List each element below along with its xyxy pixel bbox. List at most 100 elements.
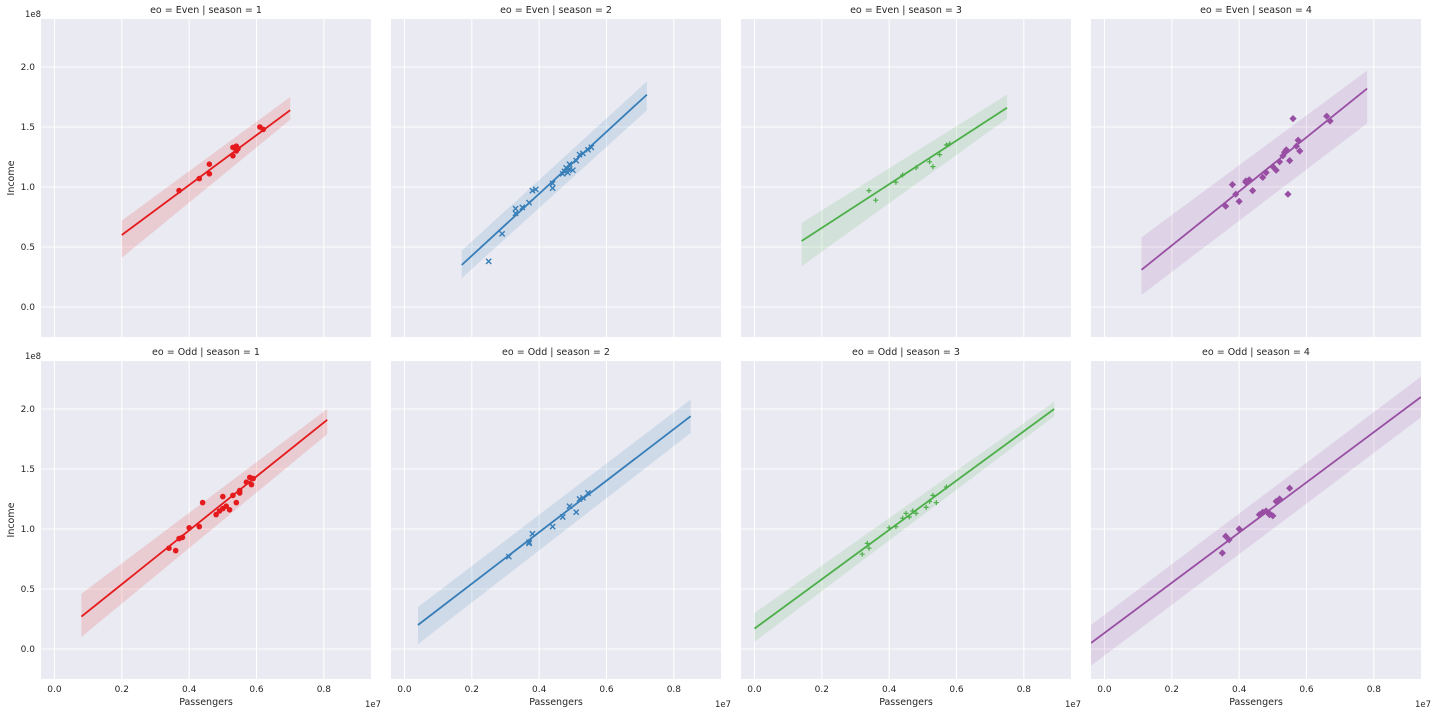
panel-title: eo = Odd | season = 4	[1202, 347, 1310, 358]
panel-title: eo = Even | season = 3	[850, 5, 962, 16]
panel-even-season-4: eo = Even | season = 4	[1091, 5, 1421, 337]
data-point	[866, 188, 872, 194]
x-tick-label: 0.0	[47, 685, 62, 695]
plot-area	[741, 361, 1071, 679]
data-point	[1275, 158, 1284, 166]
data-point	[893, 524, 899, 530]
data-point	[859, 551, 865, 557]
data-point	[166, 545, 172, 551]
x-offset-text: 1e7	[1065, 700, 1081, 710]
data-point	[1235, 525, 1243, 533]
data-point	[937, 152, 943, 158]
x-tick-label: 0.0	[397, 685, 412, 695]
panel-odd-season-3: eo = Odd | season = 3 0.0 0.2 0.4 0.6 0.8 Pass…	[741, 347, 1081, 710]
panel-title: eo = Odd | season = 3	[852, 347, 960, 358]
data-point	[1292, 142, 1301, 150]
data-point	[1232, 190, 1240, 198]
data-point	[512, 205, 519, 212]
data-point	[525, 540, 533, 547]
data-point	[186, 525, 192, 531]
confidence-band	[417, 399, 691, 645]
data-point	[549, 180, 556, 187]
x-tick-label: 0.8	[667, 685, 682, 695]
x-offset-text: 1e7	[365, 700, 381, 710]
data-point	[573, 509, 580, 516]
data-point	[485, 258, 492, 265]
data-point	[927, 159, 933, 165]
data-point	[864, 540, 870, 546]
plot-area	[41, 19, 371, 337]
confidence-band	[754, 401, 1055, 642]
x-tick-label: 0.6	[599, 685, 614, 695]
data-point	[873, 197, 879, 203]
data-point	[866, 545, 872, 551]
y-axis-label: Income	[6, 160, 17, 195]
data-point	[579, 150, 587, 157]
data-point	[913, 165, 919, 171]
y-tick-label: 1.0	[21, 183, 36, 193]
data-point	[930, 492, 936, 498]
data-point	[172, 547, 179, 554]
data-point	[196, 175, 203, 182]
confidence-band	[1141, 70, 1368, 295]
data-point	[1235, 197, 1243, 205]
data-point	[1262, 169, 1270, 177]
data-point	[206, 171, 213, 177]
data-point	[1289, 115, 1297, 123]
data-point	[903, 510, 909, 516]
panel-even-season-3: eo = Even | season = 3	[741, 5, 1071, 337]
x-tick-label: 0.2	[1165, 685, 1179, 695]
data-point	[1323, 112, 1331, 120]
x-tick-label: 0.8	[1017, 685, 1032, 695]
data-point	[927, 498, 933, 504]
data-point	[1282, 146, 1290, 154]
data-point	[947, 141, 953, 147]
data-point	[248, 481, 255, 488]
data-point	[913, 510, 919, 516]
panel-odd-season-4: eo = Odd | season = 4 0.0 0.2 0.4 0.6 0.8 Pass…	[1091, 347, 1431, 710]
data-point	[1259, 173, 1267, 181]
data-point	[179, 534, 186, 541]
data-point	[900, 172, 906, 178]
panel-title: eo = Even | season = 2	[500, 5, 612, 16]
data-point	[573, 157, 580, 164]
y-tick-label: 1.5	[21, 465, 35, 475]
confidence-band	[81, 409, 328, 637]
x-tick-label: 0.2	[115, 685, 129, 695]
panel-even-season-2: eo = Even | season = 2	[391, 5, 721, 337]
x-offset-text: 1e7	[715, 700, 731, 710]
data-point	[1249, 187, 1257, 195]
panel-title: eo = Even | season = 1	[150, 5, 262, 16]
data-point	[943, 484, 949, 490]
data-point	[576, 495, 583, 503]
data-point	[213, 511, 219, 518]
regression-line	[461, 93, 648, 266]
x-offset-text: 1e7	[1415, 700, 1431, 710]
y-tick-label: 0.5	[21, 585, 35, 595]
data-point	[206, 161, 213, 167]
x-axis-label: Passengers	[1229, 697, 1283, 708]
x-tick-label: 0.2	[465, 685, 479, 695]
data-point	[233, 499, 240, 506]
y-tick-label: 2.0	[21, 405, 36, 415]
panel-odd-season-1: eo = Odd | season = 1 0.0 0.5 1.0 1.5 2.0 1e8 I…	[6, 347, 381, 710]
data-point	[176, 187, 182, 194]
data-point	[549, 523, 556, 530]
data-point	[220, 493, 226, 500]
x-tick-label: 0.4	[882, 685, 897, 695]
regression-line	[1091, 396, 1421, 644]
data-point	[1294, 136, 1302, 144]
data-point	[505, 553, 512, 560]
data-point	[566, 161, 573, 168]
x-axis-label: Passengers	[529, 697, 583, 708]
x-tick-label: 0.4	[532, 685, 547, 695]
confidence-band	[1091, 376, 1421, 666]
data-point	[532, 186, 539, 193]
data-point	[559, 513, 566, 521]
data-point	[235, 145, 241, 152]
data-point	[906, 514, 912, 520]
data-point	[569, 167, 576, 174]
x-tick-label: 0.4	[1232, 685, 1247, 695]
data-point	[260, 126, 267, 133]
panel-title: eo = Even | season = 4	[1200, 5, 1312, 16]
